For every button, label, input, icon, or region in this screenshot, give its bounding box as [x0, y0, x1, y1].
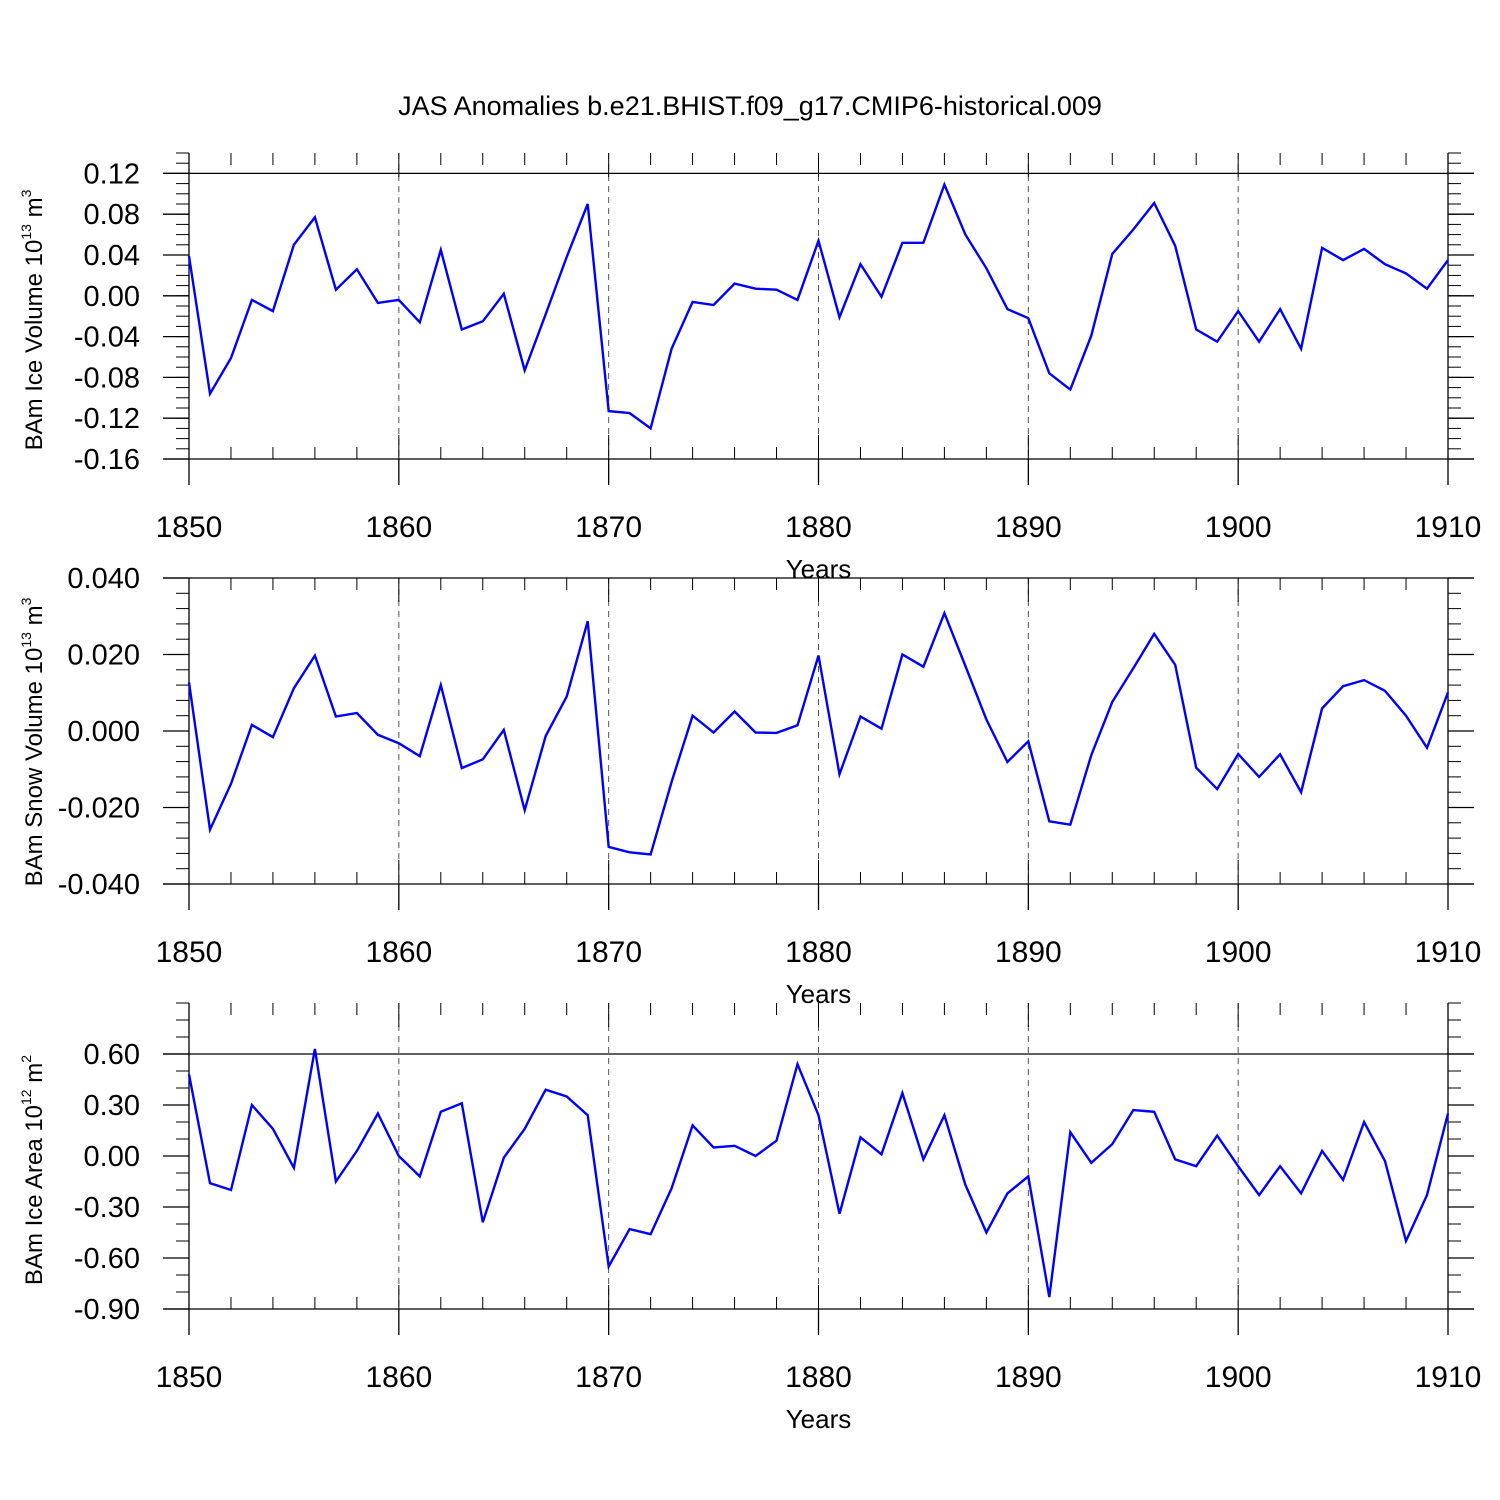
chart-panel-3: 0.60 0.30 0.00 -0.30 -0.60 -0.90 1850 1860 1870 1…	[18, 1002, 1482, 1434]
y-axis-label: BAm Ice Volume 1013 m3	[18, 189, 48, 450]
x-tick-label-1910: 1910	[1415, 1361, 1482, 1394]
x-tick-label-1860: 1860	[365, 1361, 432, 1394]
y-tick-label: 0.04	[84, 240, 140, 272]
x-tick-label-1850: 1850	[156, 936, 223, 969]
series-line-1	[187, 181, 1449, 431]
y-tick-label: -0.08	[74, 362, 140, 394]
y-tick-label: 0.08	[84, 199, 140, 231]
x-tick-label-1870: 1870	[575, 511, 642, 544]
y-tick-label: -0.90	[74, 1294, 140, 1326]
y-tick-label: 0.00	[84, 1141, 140, 1173]
chart-panel-1: 0.12 0.08 0.04 0.00 -0.04 -0.08 -0.12 -0.16 1850…	[18, 152, 1482, 584]
y-tick-label: -0.020	[58, 793, 140, 825]
chart-panel-2: 0.040 0.020 0.000 -0.020 -0.040 1850 1860 1870 1…	[18, 563, 1481, 1009]
y-tick-label: 0.12	[84, 158, 140, 190]
x-tick-label-1900: 1900	[1205, 1361, 1272, 1394]
x-tick-label-1900: 1900	[1205, 936, 1272, 969]
x-tick-label-1870: 1870	[575, 936, 642, 969]
series-line-2	[187, 609, 1450, 856]
y-tick-label: 0.040	[67, 563, 140, 595]
x-tick-label-1860: 1860	[365, 936, 432, 969]
x-tick-label-1860: 1860	[365, 511, 432, 544]
y-tick-label: 0.30	[84, 1090, 140, 1122]
x-axis-label: Years	[786, 1404, 852, 1434]
y-tick-label: -0.12	[74, 403, 140, 435]
x-tick-label-1850: 1850	[156, 511, 223, 544]
x-tick-label-1890: 1890	[995, 936, 1062, 969]
y-axis-label: BAm Snow Volume 1013 m3	[18, 597, 48, 886]
x-tick-label-1900: 1900	[1205, 511, 1272, 544]
y-tick-label: -0.04	[74, 322, 140, 354]
y-tick-label: 0.000	[67, 716, 140, 748]
figure-title: JAS Anomalies b.e21.BHIST.f09_g17.CMIP6-…	[398, 91, 1102, 121]
x-tick-label-1890: 1890	[995, 511, 1062, 544]
y-tick-label: 0.60	[84, 1039, 140, 1071]
panels: 0.12 0.08 0.04 0.00 -0.04 -0.08 -0.12 -0.16 1850…	[18, 152, 1482, 1434]
x-tick-label-1870: 1870	[575, 1361, 642, 1394]
x-tick-label-1850: 1850	[156, 1361, 223, 1394]
y-tick-label: -0.16	[74, 444, 140, 476]
y-tick-label: 0.00	[84, 281, 140, 313]
x-tick-label-1910: 1910	[1415, 936, 1482, 969]
y-tick-label: -0.040	[58, 869, 140, 901]
y-axis-label: BAm Ice Area 1012 m2	[18, 1055, 48, 1285]
x-tick-label-1880: 1880	[785, 936, 852, 969]
x-tick-label-1880: 1880	[785, 1361, 852, 1394]
y-tick-label: -0.60	[74, 1243, 140, 1275]
y-tick-label: -0.30	[74, 1192, 140, 1224]
series-line-3	[187, 1048, 1450, 1298]
x-tick-label-1880: 1880	[785, 511, 852, 544]
x-tick-label-1890: 1890	[995, 1361, 1062, 1394]
y-tick-label: 0.020	[67, 640, 140, 672]
x-tick-label-1910: 1910	[1415, 511, 1482, 544]
